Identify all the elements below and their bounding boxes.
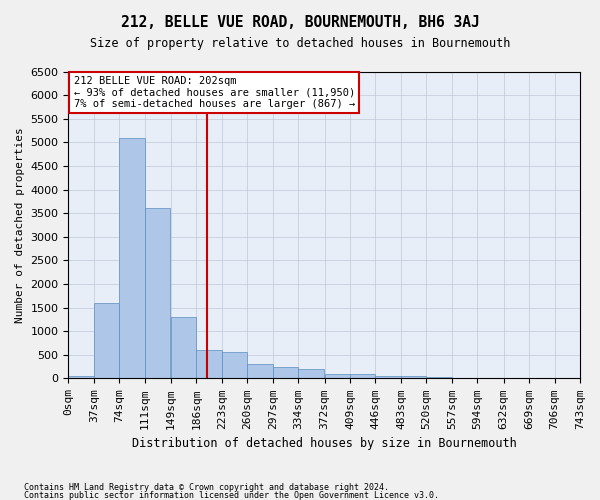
Bar — [222, 352, 247, 378]
Bar — [273, 366, 298, 378]
Text: Contains public sector information licensed under the Open Government Licence v3: Contains public sector information licen… — [24, 490, 439, 500]
Bar — [119, 138, 145, 378]
Text: Size of property relative to detached houses in Bournemouth: Size of property relative to detached ho… — [90, 38, 510, 51]
Bar — [325, 374, 350, 378]
Bar — [145, 208, 170, 378]
Bar — [171, 317, 196, 378]
X-axis label: Distribution of detached houses by size in Bournemouth: Distribution of detached houses by size … — [132, 437, 517, 450]
Text: Contains HM Land Registry data © Crown copyright and database right 2024.: Contains HM Land Registry data © Crown c… — [24, 484, 389, 492]
Bar — [427, 377, 452, 378]
Bar — [401, 376, 427, 378]
Bar — [247, 364, 273, 378]
Text: 212, BELLE VUE ROAD, BOURNEMOUTH, BH6 3AJ: 212, BELLE VUE ROAD, BOURNEMOUTH, BH6 3A… — [121, 15, 479, 30]
Bar — [68, 376, 94, 378]
Bar — [350, 374, 376, 378]
Bar — [376, 376, 401, 378]
Bar — [298, 369, 324, 378]
Y-axis label: Number of detached properties: Number of detached properties — [15, 127, 25, 323]
Bar — [94, 303, 119, 378]
Bar — [196, 350, 222, 378]
Text: 212 BELLE VUE ROAD: 202sqm
← 93% of detached houses are smaller (11,950)
7% of s: 212 BELLE VUE ROAD: 202sqm ← 93% of deta… — [74, 76, 355, 110]
